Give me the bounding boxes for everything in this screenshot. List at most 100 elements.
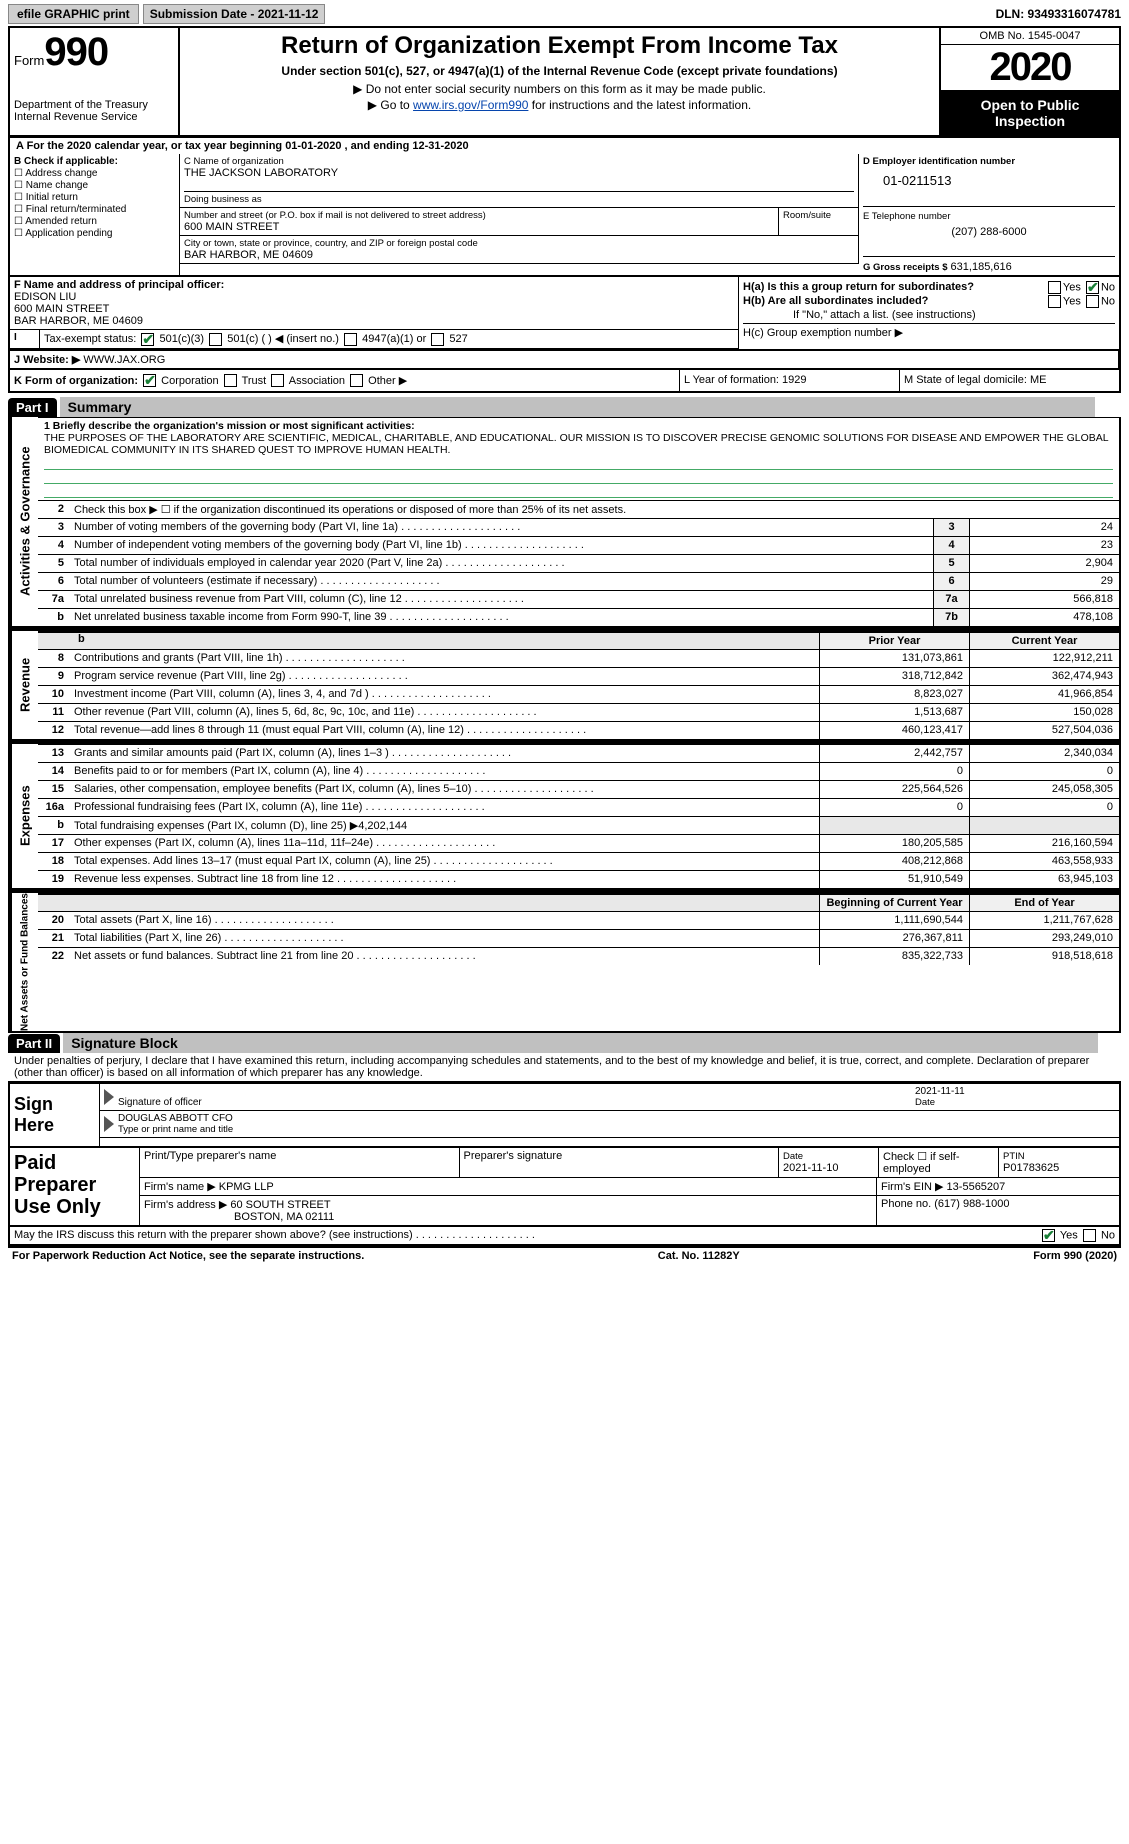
goto-note: ▶ Go to www.irs.gov/Form990 for instruct… xyxy=(186,98,933,112)
omb-number: OMB No. 1545-0047 xyxy=(941,28,1119,45)
row-f-to-h: F Name and address of principal officer:… xyxy=(8,277,1121,351)
line-num: 3 xyxy=(38,519,70,536)
yes3: Yes xyxy=(1060,1230,1078,1242)
table-row: 4 Number of independent voting members o… xyxy=(38,536,1119,554)
opt-initial: Initial return xyxy=(26,192,78,203)
f-addr1: 600 MAIN STREET xyxy=(14,303,734,315)
line-desc: Other expenses (Part IX, column (A), lin… xyxy=(70,835,819,852)
header-left: Form990 Department of the Treasury Inter… xyxy=(10,28,180,135)
chk-501c3[interactable] xyxy=(141,333,154,346)
hb-yes[interactable] xyxy=(1048,295,1061,308)
k-label: K Form of organization: xyxy=(14,375,138,387)
line-desc: Total revenue—add lines 8 through 11 (mu… xyxy=(70,722,819,739)
netassets-body: Beginning of Current YearEnd of Year 20 … xyxy=(38,893,1119,1031)
line-num: 5 xyxy=(38,555,70,572)
dept-treasury: Department of the Treasury xyxy=(14,99,174,111)
chk-501c[interactable] xyxy=(209,333,222,346)
ha-no[interactable] xyxy=(1086,281,1099,294)
revenue-body: bPrior YearCurrent Year 8 Contributions … xyxy=(38,631,1119,739)
table-row: 16a Professional fundraising fees (Part … xyxy=(38,798,1119,816)
form-number: 990 xyxy=(44,30,108,74)
line-prior: 318,712,842 xyxy=(819,668,969,685)
table-row: 21 Total liabilities (Part X, line 26) 2… xyxy=(38,929,1119,947)
opt-amended: Amended return xyxy=(25,216,97,227)
line-box: 3 xyxy=(933,519,969,536)
opt-final: Final return/terminated xyxy=(26,204,127,215)
line-prior: 225,564,526 xyxy=(819,781,969,798)
name-label: C Name of organization xyxy=(184,156,854,167)
chk-assoc[interactable] xyxy=(271,374,284,387)
opt-name: Name change xyxy=(26,180,88,191)
chk-address-change[interactable]: ☐ Address change xyxy=(14,168,175,179)
mission-rule1 xyxy=(44,458,1113,470)
instructions-link[interactable]: www.irs.gov/Form990 xyxy=(413,98,528,112)
bottom-line: For Paperwork Reduction Act Notice, see … xyxy=(8,1246,1121,1264)
chk-other[interactable] xyxy=(350,374,363,387)
officer-cell: DOUGLAS ABBOTT CFO Type or print name an… xyxy=(118,1113,1115,1135)
chk-4947[interactable] xyxy=(344,333,357,346)
gross-label: G Gross receipts $ xyxy=(863,262,947,273)
line-desc: Benefits paid to or for members (Part IX… xyxy=(70,763,819,780)
line-val: 478,108 xyxy=(969,609,1119,626)
room-cell: Room/suite xyxy=(779,208,859,235)
sig-officer-label: Signature of officer xyxy=(118,1097,915,1108)
pra-notice: For Paperwork Reduction Act Notice, see … xyxy=(12,1250,364,1262)
table-row: 17 Other expenses (Part IX, column (A), … xyxy=(38,834,1119,852)
website-val: WWW.JAX.ORG xyxy=(83,354,165,366)
self-employed[interactable]: Check ☐ if self-employed xyxy=(879,1148,999,1177)
line-current: 63,945,103 xyxy=(969,871,1119,888)
chk-trust[interactable] xyxy=(224,374,237,387)
addr-val: 600 MAIN STREET xyxy=(184,221,774,233)
line-desc: Total number of volunteers (estimate if … xyxy=(70,573,933,590)
chk-initial[interactable]: ☐ Initial return xyxy=(14,192,175,203)
line-num: b xyxy=(38,609,70,626)
line-num: b xyxy=(38,817,70,834)
discuss-no[interactable] xyxy=(1083,1229,1096,1242)
line-current: 362,474,943 xyxy=(969,668,1119,685)
opt-501c3: 501(c)(3) xyxy=(159,333,204,345)
ln2-num: 2 xyxy=(38,501,70,518)
rev-spacer: b xyxy=(38,633,819,649)
opt-trust: Trust xyxy=(242,375,267,387)
yes-label2: Yes xyxy=(1063,295,1081,307)
cat-no: Cat. No. 11282Y xyxy=(658,1250,740,1262)
chk-amended[interactable]: ☐ Amended return xyxy=(14,216,175,227)
hb-no[interactable] xyxy=(1086,295,1099,308)
ha-yes[interactable] xyxy=(1048,281,1061,294)
opt-corp: Corporation xyxy=(161,375,218,387)
line-desc: Number of independent voting members of … xyxy=(70,537,933,554)
line-num: 17 xyxy=(38,835,70,852)
box-f: F Name and address of principal officer:… xyxy=(10,277,738,330)
ln2-desc: Check this box ▶ ☐ if the organization d… xyxy=(70,501,1119,518)
hc: H(c) Group exemption number ▶ xyxy=(743,323,1115,339)
no3: No xyxy=(1101,1230,1115,1242)
form-ref: Form 990 (2020) xyxy=(1033,1250,1117,1262)
col-f-i: F Name and address of principal officer:… xyxy=(10,277,739,349)
f-addr2: BAR HARBOR, ME 04609 xyxy=(14,315,734,327)
row-j: J Website: ▶ WWW.JAX.ORG xyxy=(8,351,1121,370)
side-governance: Activities & Governance xyxy=(10,417,38,626)
table-row: 6 Total number of volunteers (estimate i… xyxy=(38,572,1119,590)
firm-addr: Firm's address ▶ 60 SOUTH STREET BOSTON,… xyxy=(140,1196,877,1225)
mission-rule3 xyxy=(44,486,1113,498)
chk-527[interactable] xyxy=(431,333,444,346)
line-val: 24 xyxy=(969,519,1119,536)
section-b-to-g: B Check if applicable: ☐ Address change … xyxy=(8,154,1121,277)
line-prior: 8,823,027 xyxy=(819,686,969,703)
line-box: 4 xyxy=(933,537,969,554)
part1-header-row: Part I Summary xyxy=(8,397,1121,417)
discuss-q: May the IRS discuss this return with the… xyxy=(14,1229,1040,1242)
discuss-yes[interactable] xyxy=(1042,1229,1055,1242)
table-row: 22 Net assets or fund balances. Subtract… xyxy=(38,947,1119,965)
chk-application[interactable]: ☐ Application pending xyxy=(14,228,175,239)
line-num: 16a xyxy=(38,799,70,816)
col-prior: Prior Year xyxy=(819,633,969,649)
chk-name-change[interactable]: ☐ Name change xyxy=(14,180,175,191)
prep-date-label: Date xyxy=(783,1151,803,1162)
i-val: Tax-exempt status: 501(c)(3) 501(c) ( ) … xyxy=(40,330,738,348)
line-num: 7a xyxy=(38,591,70,608)
efile-print-button[interactable]: efile GRAPHIC print xyxy=(8,4,139,24)
chk-final[interactable]: ☐ Final return/terminated xyxy=(14,204,175,215)
part2-title: Signature Block xyxy=(63,1033,1098,1053)
chk-corp[interactable] xyxy=(143,374,156,387)
